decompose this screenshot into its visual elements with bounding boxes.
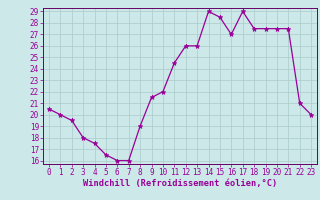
X-axis label: Windchill (Refroidissement éolien,°C): Windchill (Refroidissement éolien,°C) [83, 179, 277, 188]
